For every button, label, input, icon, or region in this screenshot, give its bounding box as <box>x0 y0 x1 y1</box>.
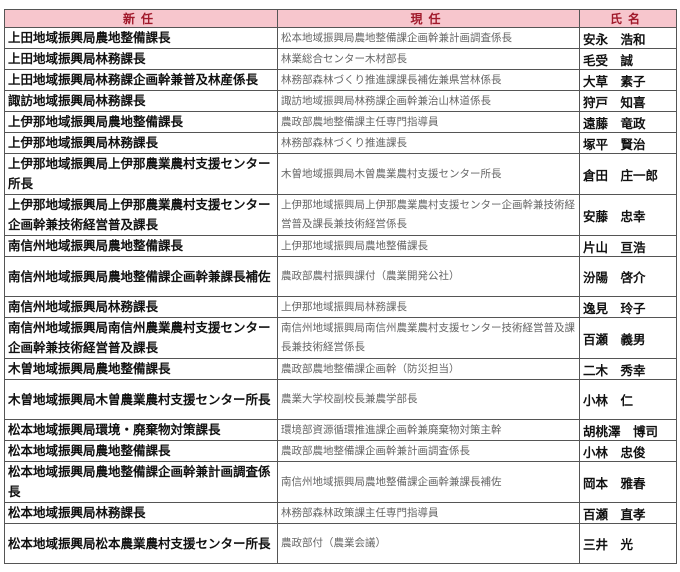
current-position-cell: 林業総合センター木材部長 <box>277 48 580 70</box>
table-row: 南信州地域振興局南信州農業農村支援センター企画幹兼技術経営普及課長 南信州地域振興… <box>4 317 677 359</box>
current-position-cell: 松本地域振興局農地整備課企画幹兼計画調査係長 <box>277 27 580 49</box>
new-position-cell: 松本地域振興局農地整備課企画幹兼計画調査係長 <box>4 461 278 503</box>
name-cell: 三井 光 <box>579 523 677 564</box>
table-row: 諏訪地域振興局林務課長 諏訪地域振興局林務課企画幹兼治山林道係長 狩戸 知喜 <box>4 90 677 112</box>
personnel-table: 新任 現任 氏名 上田地域振興局農地整備課長 松本地域振興局農地整備課企画幹兼計画… <box>4 9 677 564</box>
name-cell: 百瀬 直孝 <box>579 502 677 524</box>
table-row: 松本地域振興局松本農業農村支援センター所長 農政部付（農業会議） 三井 光 <box>4 523 677 564</box>
new-position-cell: 上伊那地域振興局林務課長 <box>4 132 278 154</box>
table-row: 南信州地域振興局農地整備課企画幹兼課長補佐 農政部農村振興課付（農業開発公社） 汾陽… <box>4 256 677 297</box>
name-cell: 倉田 庄一郎 <box>579 153 677 195</box>
table-row: 上田地域振興局農地整備課長 松本地域振興局農地整備課企画幹兼計画調査係長 安永 浩和 <box>4 27 677 49</box>
table-row: 松本地域振興局環境・廃棄物対策課長 環境部資源循環推進課企画幹兼廃棄物対策主幹 胡桃… <box>4 419 677 441</box>
new-position-cell: 上伊那地域振興局上伊那農業農村支援センター所長 <box>4 153 278 195</box>
current-position-cell: 上伊那地域振興局林務課長 <box>277 296 580 318</box>
name-cell: 狩戸 知喜 <box>579 90 677 112</box>
name-cell: 逸見 玲子 <box>579 296 677 318</box>
table-row: 松本地域振興局農地整備課長 農政部農地整備課企画幹兼計画調査係長 小林 忠俊 <box>4 440 677 462</box>
current-position-cell: 農政部付（農業会議） <box>277 523 580 564</box>
new-position-cell: 上伊那地域振興局農地整備課長 <box>4 111 278 133</box>
new-position-cell: 上田地域振興局農地整備課長 <box>4 27 278 49</box>
table-row: 木曽地域振興局木曽農業農村支援センター所長 農業大学校副校長兼農学部長 小林 仁 <box>4 379 677 420</box>
table-row: 上伊那地域振興局上伊那農業農村支援センター所長 木曽地域振興局木曽農業農村支援セン… <box>4 153 677 195</box>
name-cell: 大草 素子 <box>579 69 677 91</box>
table-row: 上伊那地域振興局農地整備課長 農政部農地整備課主任専門指導員 遠藤 竜政 <box>4 111 677 133</box>
current-position-cell: 農政部農村振興課付（農業開発公社） <box>277 256 580 297</box>
new-position-cell: 南信州地域振興局農地整備課企画幹兼課長補佐 <box>4 256 278 297</box>
current-position-cell: 木曽地域振興局木曽農業農村支援センター所長 <box>277 153 580 195</box>
table-row: 上伊那地域振興局林務課長 林務部森林づくり推進課長 塚平 賢治 <box>4 132 677 154</box>
new-position-cell: 松本地域振興局松本農業農村支援センター所長 <box>4 523 278 564</box>
current-position-cell: 諏訪地域振興局林務課企画幹兼治山林道係長 <box>277 90 580 112</box>
name-cell: 岡本 雅春 <box>579 461 677 503</box>
current-position-cell: 南信州地域振興局南信州農業農村支援センター技術経営普及課長兼技術経営係長 <box>277 317 580 359</box>
new-position-cell: 松本地域振興局農地整備課長 <box>4 440 278 462</box>
new-position-cell: 南信州地域振興局林務課長 <box>4 296 278 318</box>
table-row: 南信州地域振興局林務課長 上伊那地域振興局林務課長 逸見 玲子 <box>4 296 677 318</box>
table-row: 松本地域振興局農地整備課企画幹兼計画調査係長 南信州地域振興局農地整備課企画幹兼課… <box>4 461 677 503</box>
name-cell: 片山 亘浩 <box>579 235 677 257</box>
header-name: 氏名 <box>579 9 677 28</box>
new-position-cell: 上田地域振興局林務課企画幹兼普及林産係長 <box>4 69 278 91</box>
name-cell: 胡桃澤 博司 <box>579 419 677 441</box>
name-cell: 安永 浩和 <box>579 27 677 49</box>
current-position-cell: 林務部森林政策課主任専門指導員 <box>277 502 580 524</box>
current-position-cell: 農政部農地整備課主任専門指導員 <box>277 111 580 133</box>
header-row: 新任 現任 氏名 <box>4 9 677 28</box>
new-position-cell: 南信州地域振興局南信州農業農村支援センター企画幹兼技術経営普及課長 <box>4 317 278 359</box>
new-position-cell: 松本地域振興局環境・廃棄物対策課長 <box>4 419 278 441</box>
new-position-cell: 南信州地域振興局農地整備課長 <box>4 235 278 257</box>
name-cell: 塚平 賢治 <box>579 132 677 154</box>
name-cell: 小林 仁 <box>579 379 677 420</box>
table-row: 木曽地域振興局農地整備課長 農政部農地整備課企画幹（防災担当） 二木 秀幸 <box>4 358 677 380</box>
new-position-cell: 上伊那地域振興局上伊那農業農村支援センター企画幹兼技術経営普及課長 <box>4 194 278 236</box>
table-row: 上田地域振興局林務課長 林業総合センター木材部長 毛受 誠 <box>4 48 677 70</box>
name-cell: 二木 秀幸 <box>579 358 677 380</box>
current-position-cell: 林務部森林づくり推進課課長補佐兼県営林係長 <box>277 69 580 91</box>
new-position-cell: 松本地域振興局林務課長 <box>4 502 278 524</box>
header-current: 現任 <box>277 9 580 28</box>
name-cell: 小林 忠俊 <box>579 440 677 462</box>
name-cell: 百瀬 義男 <box>579 317 677 359</box>
new-position-cell: 木曽地域振興局木曽農業農村支援センター所長 <box>4 379 278 420</box>
name-cell: 汾陽 啓介 <box>579 256 677 297</box>
current-position-cell: 農業大学校副校長兼農学部長 <box>277 379 580 420</box>
current-position-cell: 林務部森林づくり推進課長 <box>277 132 580 154</box>
table-row: 松本地域振興局林務課長 林務部森林政策課主任専門指導員 百瀬 直孝 <box>4 502 677 524</box>
current-position-cell: 農政部農地整備課企画幹（防災担当） <box>277 358 580 380</box>
current-position-cell: 上伊那地域振興局上伊那農業農村支援センター企画幹兼技術経営普及課長兼技術経営係長 <box>277 194 580 236</box>
name-cell: 毛受 誠 <box>579 48 677 70</box>
header-new: 新任 <box>4 9 278 28</box>
new-position-cell: 諏訪地域振興局林務課長 <box>4 90 278 112</box>
current-position-cell: 環境部資源循環推進課企画幹兼廃棄物対策主幹 <box>277 419 580 441</box>
current-position-cell: 上伊那地域振興局農地整備課長 <box>277 235 580 257</box>
name-cell: 安藤 忠幸 <box>579 194 677 236</box>
table-row: 上田地域振興局林務課企画幹兼普及林産係長 林務部森林づくり推進課課長補佐兼県営林係… <box>4 69 677 91</box>
new-position-cell: 木曽地域振興局農地整備課長 <box>4 358 278 380</box>
table-row: 南信州地域振興局農地整備課長 上伊那地域振興局農地整備課長 片山 亘浩 <box>4 235 677 257</box>
table-row: 上伊那地域振興局上伊那農業農村支援センター企画幹兼技術経営普及課長 上伊那地域振興… <box>4 194 677 236</box>
name-cell: 遠藤 竜政 <box>579 111 677 133</box>
new-position-cell: 上田地域振興局林務課長 <box>4 48 278 70</box>
current-position-cell: 南信州地域振興局農地整備課企画幹兼課長補佐 <box>277 461 580 503</box>
current-position-cell: 農政部農地整備課企画幹兼計画調査係長 <box>277 440 580 462</box>
